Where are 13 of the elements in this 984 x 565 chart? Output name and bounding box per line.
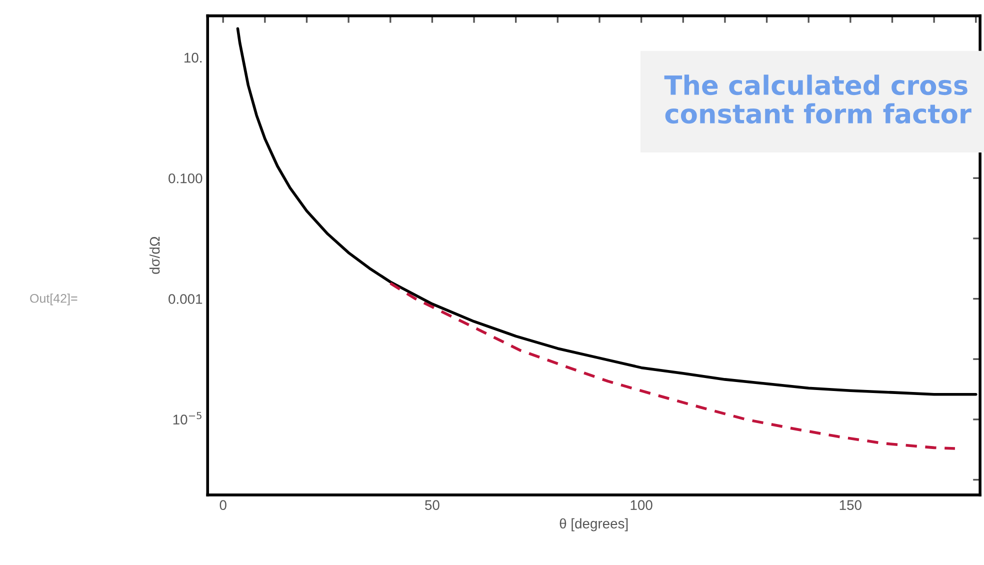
x-tick-label: 100 [630, 500, 652, 510]
y-tick-label: 0.001 [168, 294, 202, 304]
y-axis-title: dσ/dΩ [150, 236, 160, 274]
y-tick-label: 0.100 [168, 173, 202, 184]
y-tick-label: 10$^{−5}$ [173, 412, 202, 424]
x-tick-label: 50 [425, 500, 440, 510]
y-tick-label: 10. [184, 52, 202, 63]
annotation: The calculated cross constant form factor [664, 74, 972, 124]
x-tick-label: 150 [840, 500, 862, 510]
text: Out[42]= [30, 294, 78, 306]
line-series [388, 282, 956, 450]
x-axis-title: θ [degrees] [560, 518, 628, 532]
x-tick-label: 0 [220, 500, 226, 510]
